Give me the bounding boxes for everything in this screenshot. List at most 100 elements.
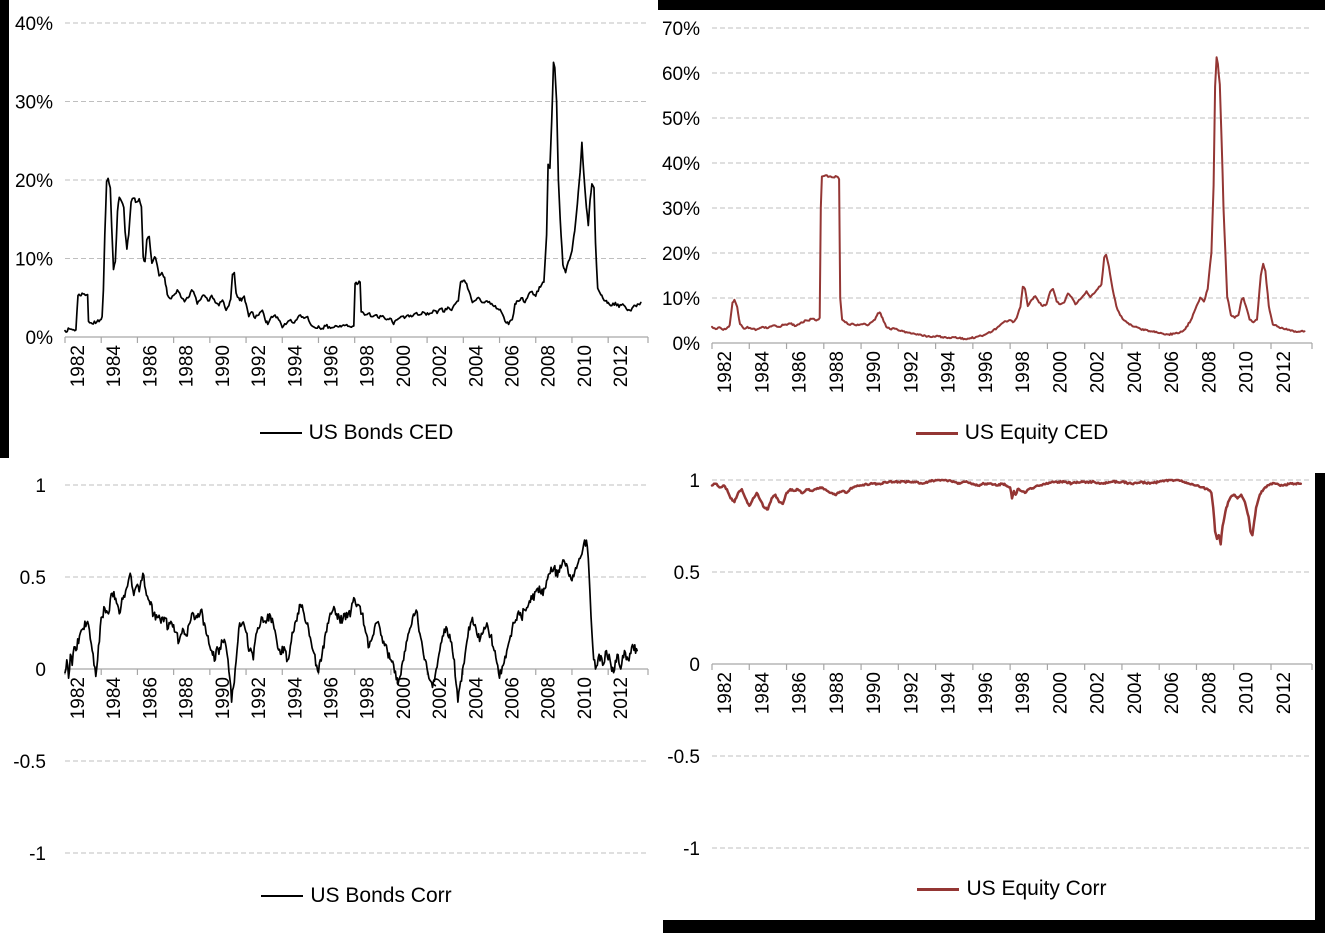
x-tick-label: 1998	[1013, 351, 1034, 393]
x-tick-label: 2008	[1199, 672, 1220, 714]
x-tick-label: 2010	[1237, 672, 1258, 714]
x-tick-label: 1992	[901, 351, 922, 393]
x-tick-label: 2004	[1125, 351, 1146, 394]
y-tick-label: -0.5	[667, 747, 700, 768]
x-tick-label: 1988	[827, 672, 848, 714]
x-tick-label: 1994	[285, 345, 306, 388]
x-tick-label: 1996	[321, 677, 342, 719]
y-tick-label: 60%	[662, 64, 700, 85]
legend-us-equity-corr: US Equity Corr	[712, 876, 1312, 902]
frame-bar-left	[0, 0, 9, 458]
x-tick-label: 2000	[1050, 351, 1071, 393]
x-tick-label: 2006	[503, 345, 524, 387]
x-tick-label: 1986	[790, 672, 811, 714]
x-tick-label: 2006	[1162, 672, 1183, 714]
line-swatch-us-equity-corr	[917, 887, 960, 891]
x-tick-label: 1992	[901, 672, 922, 714]
y-tick-label: 0%	[26, 328, 54, 349]
x-tick-label: 2002	[430, 677, 451, 719]
y-tick-label: 0.5	[20, 568, 46, 589]
x-tick-label: 1996	[976, 672, 997, 714]
x-tick-label: 1998	[1013, 672, 1034, 714]
series-line-us-equity-corr	[710, 478, 1303, 546]
x-tick-label: 1988	[177, 677, 198, 719]
y-tick-label: 50%	[662, 109, 700, 130]
x-tick-label: 1984	[104, 345, 125, 388]
line-swatch-us-equity-ced	[915, 431, 958, 435]
x-tick-label: 1986	[140, 345, 161, 387]
x-tick-label: 1990	[213, 677, 234, 719]
y-tick-label: 10%	[662, 289, 700, 310]
x-tick-label: 1982	[715, 351, 736, 393]
series-line-us-equity-ced	[711, 56, 1306, 341]
y-tick-label: 30%	[662, 199, 700, 220]
x-tick-label: 2000	[394, 345, 415, 387]
x-tick-label: 2006	[1162, 351, 1183, 393]
x-tick-label: 2012	[1274, 351, 1295, 393]
y-tick-label: 1	[35, 476, 46, 497]
line-swatch-us-bonds-corr	[261, 895, 304, 897]
y-tick-label: 70%	[662, 19, 700, 40]
x-tick-label: 2004	[466, 677, 487, 720]
chart-us-bonds-ced: 40% 30% 20% 10% 0% 1982 1984 1986 1988 1990 1992 19…	[15, 14, 649, 388]
series-line-us-bonds-corr	[64, 539, 638, 703]
y-tick-label: 0	[689, 655, 700, 676]
legend-label-us-bonds-corr: US Bonds Corr	[310, 884, 452, 907]
chart-us-bonds-corr: 1 0.5 0 -0.5 -1 1982 1984 1986 1988 1990 1992 1994 1…	[13, 476, 649, 865]
x-tick-label: 1998	[358, 677, 379, 719]
x-tick-label: 1982	[68, 345, 89, 387]
legend-label-us-equity-corr: US Equity Corr	[966, 877, 1107, 900]
chart-us-equity-corr: 1 0.5 0 -0.5 -1 1982 1984 1986 1988 1990 1992 1994 1…	[667, 471, 1313, 860]
y-tick-label: 40%	[662, 154, 700, 175]
x-tick-label: 2008	[539, 345, 560, 387]
x-tick-label: 1990	[864, 672, 885, 714]
frame-bar-top	[658, 0, 1325, 10]
x-tick-label: 1984	[752, 351, 773, 394]
y-tick-label: 40%	[15, 14, 53, 35]
x-tick-label: 2012	[1274, 672, 1295, 714]
x-tick-label: 1984	[752, 672, 773, 715]
x-tick-label: 2000	[394, 677, 415, 719]
x-tick-label: 1990	[864, 351, 885, 393]
x-tick-label: 1990	[213, 345, 234, 387]
y-tick-label: 10%	[15, 250, 53, 271]
frame-bar-right	[1315, 473, 1325, 933]
y-tick-label: -0.5	[13, 752, 46, 773]
x-tick-label: 1986	[140, 677, 161, 719]
legend-us-bonds-ced: US Bonds CED	[65, 420, 648, 446]
x-tick-label: 1982	[68, 677, 89, 719]
x-tick-label: 2004	[1125, 672, 1146, 715]
x-tick-label: 1998	[358, 345, 379, 387]
x-tick-label: 2008	[539, 677, 560, 719]
x-tick-label: 2004	[466, 345, 487, 388]
y-tick-label: -1	[29, 844, 46, 865]
x-tick-label: 1988	[827, 351, 848, 393]
x-tick-label: 1982	[715, 672, 736, 714]
x-tick-label: 2012	[611, 677, 632, 719]
x-tick-label: 2002	[1088, 351, 1109, 393]
x-tick-label: 1994	[285, 677, 306, 720]
y-tick-label: 20%	[662, 244, 700, 265]
x-tick-label: 2010	[1237, 351, 1258, 393]
line-swatch-us-bonds-ced	[259, 432, 302, 434]
x-tick-label: 1984	[104, 677, 125, 720]
y-tick-label: 20%	[15, 171, 53, 192]
chart-us-equity-ced: 70% 60% 50% 40% 30% 20% 10% 0% 1982 1984 1986 1988 1…	[662, 19, 1313, 394]
y-tick-label: 1	[689, 471, 700, 492]
x-tick-label: 1996	[321, 345, 342, 387]
legend-us-bonds-corr: US Bonds Corr	[65, 883, 648, 909]
x-tick-label: 1994	[939, 672, 960, 715]
x-tick-label: 1986	[790, 351, 811, 393]
x-tick-label: 1992	[249, 677, 270, 719]
y-tick-label: 0%	[673, 334, 701, 355]
x-tick-label: 2006	[503, 677, 524, 719]
x-tick-label: 2010	[575, 677, 596, 719]
y-tick-label: 0.5	[674, 563, 700, 584]
legend-label-us-equity-ced: US Equity CED	[964, 421, 1109, 444]
x-tick-label: 1994	[939, 351, 960, 394]
series-line-us-bonds-ced	[64, 61, 642, 333]
y-tick-label: 0	[35, 660, 46, 681]
legend-us-equity-ced: US Equity CED	[712, 420, 1312, 446]
